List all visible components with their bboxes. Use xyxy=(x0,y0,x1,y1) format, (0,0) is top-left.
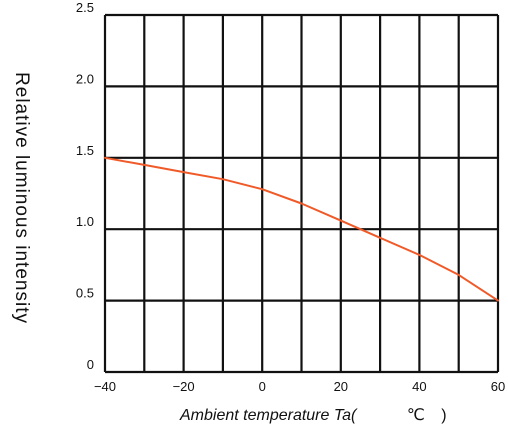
x-tick-label: −40 xyxy=(94,379,116,394)
series-line-0 xyxy=(104,156,499,302)
y-tick-label: 0.5 xyxy=(76,286,94,301)
y-tick-labels: 0 0.5 1.0 1.5 2.0 2.5 xyxy=(76,0,94,372)
y-tick-label: 1.0 xyxy=(76,214,94,229)
x-tick-label: 20 xyxy=(334,379,348,394)
y-tick-label: 2.5 xyxy=(76,0,94,15)
series-layer xyxy=(104,156,499,302)
x-tick-labels: −40 −20 0 20 40 60 xyxy=(94,379,505,394)
y-tick-label: 1.5 xyxy=(76,143,94,158)
x-axis-label-close: ) xyxy=(441,407,446,424)
x-axis-label: Ambient temperature Ta( ℃ ) xyxy=(179,407,447,424)
x-axis-label-unit: ℃ xyxy=(407,407,425,424)
x-tick-label: 40 xyxy=(412,379,426,394)
x-tick-label: −20 xyxy=(173,379,195,394)
x-tick-label: 0 xyxy=(259,379,266,394)
grid xyxy=(103,13,500,374)
x-tick-label: 60 xyxy=(491,379,505,394)
y-tick-label: 2.0 xyxy=(76,71,94,86)
y-axis-label: Relative luminous intensity xyxy=(11,72,32,324)
y-tick-label: 0 xyxy=(87,357,94,372)
x-axis-label-main: Ambient temperature Ta( xyxy=(179,407,358,424)
